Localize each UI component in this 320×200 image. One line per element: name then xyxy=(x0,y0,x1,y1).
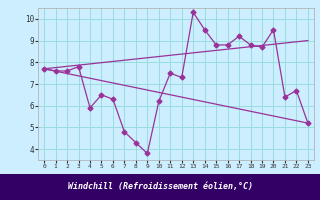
Text: Windchill (Refroidissement éolien,°C): Windchill (Refroidissement éolien,°C) xyxy=(68,182,252,192)
